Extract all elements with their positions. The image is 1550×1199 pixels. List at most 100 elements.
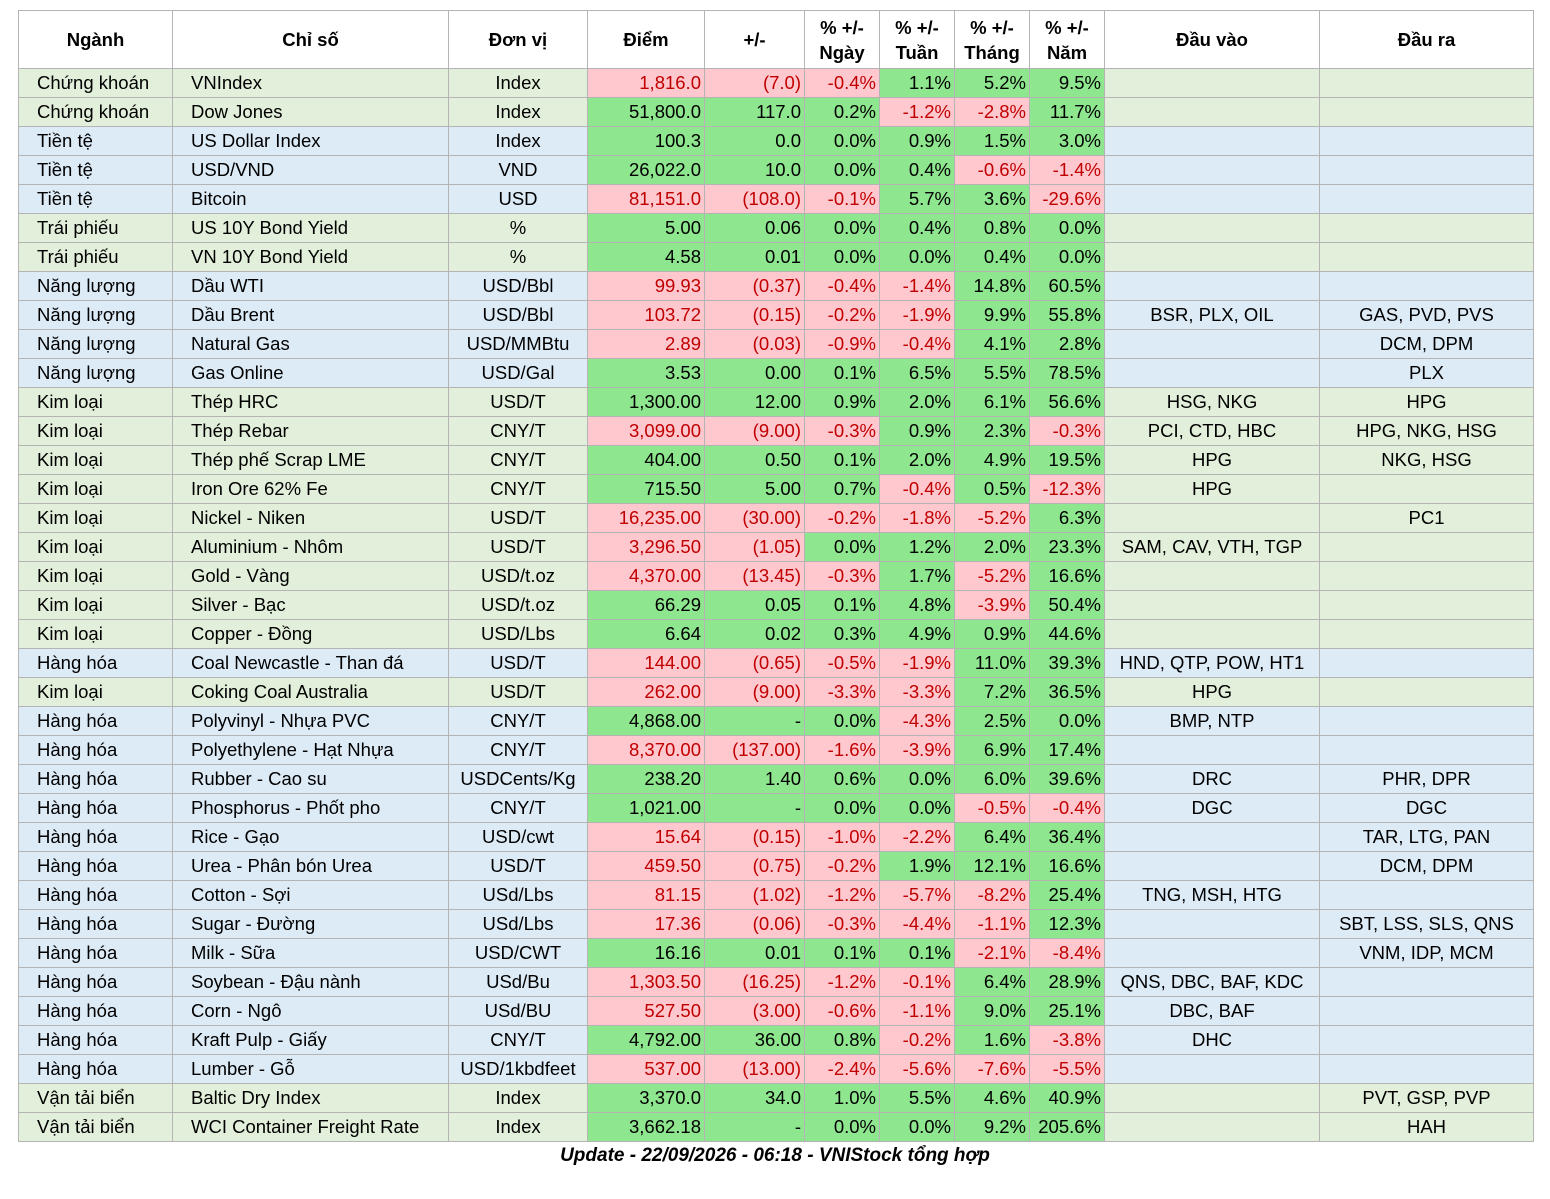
cell [1104, 1083, 1320, 1113]
cell: 0.6% [804, 764, 880, 794]
data-row: Tiền tệ Bitcoin USD 81,151.0 (108.0) -0.1% 5.7… [18, 184, 1534, 214]
cell: USd/Lbs [448, 909, 588, 939]
cell: -2.4% [804, 1054, 880, 1084]
cell: CNY/T [448, 445, 588, 475]
cell: PLX [1319, 358, 1534, 388]
cell: USDCents/Kg [448, 764, 588, 794]
cell: 103.72 [587, 300, 705, 330]
cell: 56.6% [1029, 387, 1105, 417]
cell [1104, 561, 1320, 591]
cell: USd/BU [448, 996, 588, 1026]
data-row: Kim loại Thép phế Scrap LME CNY/T 404.00 0.5… [18, 445, 1534, 475]
cell: Thép HRC [172, 387, 449, 417]
cell [1104, 358, 1320, 388]
cell: 144.00 [587, 648, 705, 678]
cell: USD/T [448, 648, 588, 678]
cell: Iron Ore 62% Fe [172, 474, 449, 504]
cell [1319, 561, 1534, 591]
cell: 60.5% [1029, 271, 1105, 301]
cell: - [704, 793, 805, 823]
data-row: Vận tải biển Baltic Dry Index Index 3,370.0… [18, 1083, 1534, 1113]
cell: -1.2% [804, 967, 880, 997]
data-row: Vận tải biển WCI Container Freight Rate In… [18, 1112, 1534, 1142]
cell: Hàng hóa [18, 648, 173, 678]
cell: 0.5% [954, 474, 1030, 504]
cell: 55.8% [1029, 300, 1105, 330]
data-row: Kim loại Coking Coal Australia USD/T 262.00… [18, 677, 1534, 707]
data-row: Kim loại Silver - Bạc USD/t.oz 66.29 0.05 0.1… [18, 590, 1534, 620]
cell: Silver - Bạc [172, 590, 449, 620]
cell: 1.6% [954, 1025, 1030, 1055]
cell: -29.6% [1029, 184, 1105, 214]
cell: 100.3 [587, 126, 705, 156]
header-cell: % +/- Tháng [954, 10, 1030, 69]
cell: 0.0% [804, 1112, 880, 1142]
cell: -0.2% [804, 851, 880, 881]
cell: USD/T [448, 532, 588, 562]
data-row: Hàng hóa Lumber - Gỗ USD/1kbdfeet 537.00 (13… [18, 1054, 1534, 1084]
cell: 16,235.00 [587, 503, 705, 533]
cell [1319, 97, 1534, 127]
cell: TNG, MSH, HTG [1104, 880, 1320, 910]
cell: -1.2% [804, 880, 880, 910]
cell: -0.3% [804, 416, 880, 446]
cell: Hàng hóa [18, 851, 173, 881]
cell: -8.2% [954, 880, 1030, 910]
cell: Index [448, 1112, 588, 1142]
cell: (16.25) [704, 967, 805, 997]
cell: Trái phiếu [18, 213, 173, 243]
cell: SAM, CAV, VTH, TGP [1104, 532, 1320, 562]
cell: DGC [1319, 793, 1534, 823]
cell [1319, 155, 1534, 185]
cell: 15.64 [587, 822, 705, 852]
cell: (3.00) [704, 996, 805, 1026]
cell: USD [448, 184, 588, 214]
cell: SBT, LSS, SLS, QNS [1319, 909, 1534, 939]
data-row: Hàng hóa Rubber - Cao su USDCents/Kg 238.20… [18, 764, 1534, 794]
cell: Hàng hóa [18, 1054, 173, 1084]
cell: 3,296.50 [587, 532, 705, 562]
cell: (0.37) [704, 271, 805, 301]
cell [1104, 329, 1320, 359]
cell: -0.5% [954, 793, 1030, 823]
cell: 44.6% [1029, 619, 1105, 649]
cell [1104, 184, 1320, 214]
cell [1319, 126, 1534, 156]
cell: HAH [1319, 1112, 1534, 1142]
cell: 1.1% [879, 68, 955, 98]
cell: 0.00 [704, 358, 805, 388]
cell: USD/T [448, 503, 588, 533]
cell: 6.0% [954, 764, 1030, 794]
cell: 4.9% [954, 445, 1030, 475]
cell: -12.3% [1029, 474, 1105, 504]
cell: 11.7% [1029, 97, 1105, 127]
cell: (0.06) [704, 909, 805, 939]
cell: Vận tải biển [18, 1083, 173, 1113]
cell: 99.93 [587, 271, 705, 301]
cell: Hàng hóa [18, 793, 173, 823]
cell: PC1 [1319, 503, 1534, 533]
cell: 0.4% [879, 155, 955, 185]
cell: (13.00) [704, 1054, 805, 1084]
cell: 0.0% [804, 793, 880, 823]
data-row: Tiền tệ US Dollar Index Index 100.3 0.0 0.0% 0… [18, 126, 1534, 156]
data-row: Trái phiếu VN 10Y Bond Yield% 4.58 0.01 0.0%… [18, 242, 1534, 272]
cell: 4,868.00 [587, 706, 705, 736]
data-row: Chứng khoán Dow Jones Index 51,800.0 117.0 0.… [18, 97, 1534, 127]
cell: 0.0% [804, 126, 880, 156]
cell: Hàng hóa [18, 706, 173, 736]
cell: PHR, DPR [1319, 764, 1534, 794]
cell: (137.00) [704, 735, 805, 765]
cell: -7.6% [954, 1054, 1030, 1084]
cell: -5.2% [954, 503, 1030, 533]
cell: CNY/T [448, 1025, 588, 1055]
cell: 0.8% [954, 213, 1030, 243]
cell: 10.0 [704, 155, 805, 185]
cell [1104, 938, 1320, 968]
data-row: Kim loại Nickel - Niken USD/T 16,235.00 (30.… [18, 503, 1534, 533]
cell: USD/MMBtu [448, 329, 588, 359]
data-row: Hàng hóa Soybean - Đậu nành USd/Bu 1,303.50… [18, 967, 1534, 997]
cell: 40.9% [1029, 1083, 1105, 1113]
cell: Dow Jones [172, 97, 449, 127]
header-cell: Chỉ số [172, 10, 449, 69]
